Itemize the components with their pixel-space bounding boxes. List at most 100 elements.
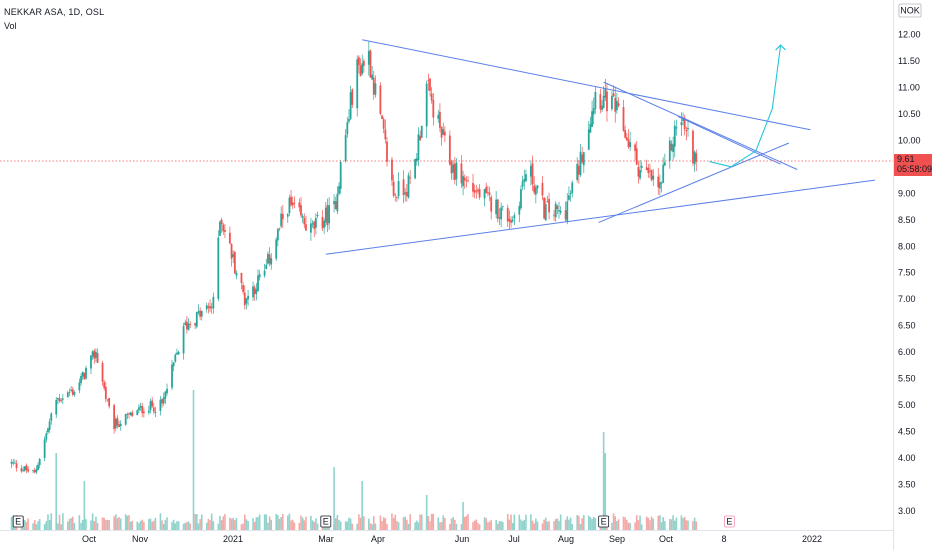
volume-bar xyxy=(356,523,359,530)
volume-bar xyxy=(139,520,142,530)
candle-body xyxy=(462,176,464,187)
volume-bar xyxy=(267,522,269,530)
candle-body xyxy=(131,412,134,417)
volume-bar xyxy=(680,515,683,530)
candle-body xyxy=(185,321,188,330)
candle-body xyxy=(242,285,245,292)
volume-bar xyxy=(106,519,109,530)
candle-body xyxy=(33,470,36,473)
volume-bar xyxy=(675,517,678,530)
candle-body xyxy=(559,210,562,213)
volume-spike xyxy=(333,467,335,530)
candle-body xyxy=(280,213,283,227)
last-price-label: 9.61 05:58:09 xyxy=(894,154,932,177)
volume-bar xyxy=(182,523,185,530)
candle-body xyxy=(15,463,18,469)
candle-body xyxy=(496,199,499,219)
candle-body xyxy=(32,470,34,472)
volume-bar xyxy=(487,522,489,530)
candle-body xyxy=(617,103,620,106)
volume-bar xyxy=(592,516,595,530)
volume-bar xyxy=(594,518,597,530)
candle-body xyxy=(176,352,178,355)
candle-body xyxy=(417,134,420,160)
candle-body xyxy=(553,214,555,216)
volume-bar xyxy=(439,522,441,530)
x-tick-label: Jun xyxy=(455,534,470,544)
volume-bar xyxy=(578,515,580,530)
volume-bar xyxy=(581,518,583,530)
candle-body xyxy=(568,195,570,200)
candle-body xyxy=(396,196,398,198)
candle-body xyxy=(420,125,423,138)
volume-bar xyxy=(449,523,451,530)
candle-body xyxy=(692,130,694,164)
candle-body xyxy=(392,181,395,196)
candle-body xyxy=(634,144,636,151)
volume-bar xyxy=(442,515,445,530)
candle-body xyxy=(233,252,236,274)
candle-body xyxy=(124,414,127,425)
volume-bar xyxy=(391,513,393,530)
candle-body xyxy=(414,158,417,179)
candle-body xyxy=(606,91,608,112)
candle-body xyxy=(682,118,684,121)
trendline xyxy=(603,81,798,170)
y-tick-label: 5.50 xyxy=(898,374,916,384)
volume-bar xyxy=(535,518,537,530)
candle-body xyxy=(668,140,671,161)
candle-body xyxy=(485,186,488,193)
volume-bar xyxy=(683,516,686,530)
candle-body xyxy=(222,224,225,232)
candle-body xyxy=(548,198,550,213)
candle-body xyxy=(209,306,211,309)
candle-body xyxy=(371,74,374,80)
candle-body xyxy=(467,180,469,182)
volume-bar xyxy=(172,519,175,530)
candle-body xyxy=(407,175,410,198)
candle-body xyxy=(437,114,440,119)
candle-body xyxy=(301,215,304,218)
candle-body xyxy=(379,85,382,115)
candle-body xyxy=(199,310,202,317)
candle-body xyxy=(450,161,453,174)
candle-body xyxy=(83,373,86,380)
volume-bar xyxy=(497,523,499,530)
candle-body xyxy=(612,93,615,97)
volume-bar xyxy=(205,522,208,530)
volume-bar xyxy=(200,514,203,530)
volume-bar xyxy=(242,523,244,530)
candle-body xyxy=(599,94,602,110)
candle-body xyxy=(425,83,428,127)
y-tick-label: 8.00 xyxy=(898,241,916,251)
volume-bar xyxy=(257,516,259,530)
candle-body xyxy=(334,201,337,210)
candle-body xyxy=(495,199,498,215)
volume-bar xyxy=(614,516,617,530)
candle-body xyxy=(207,306,210,308)
candle-body xyxy=(569,193,572,195)
candle-body xyxy=(106,399,109,401)
volume-bar xyxy=(194,513,196,530)
volume-bar xyxy=(510,514,512,530)
candle-body xyxy=(386,141,388,162)
volume-bar xyxy=(143,521,145,530)
volume-bar xyxy=(258,514,261,530)
volume-bar xyxy=(138,523,140,530)
candle-body xyxy=(159,399,162,412)
volume-bar xyxy=(247,520,249,530)
candle-body xyxy=(566,201,569,222)
volume-bar xyxy=(475,519,478,530)
volume-bar xyxy=(316,523,319,530)
volume-bar xyxy=(113,516,115,530)
candle-body xyxy=(611,95,613,109)
volume-bar xyxy=(154,517,157,530)
volume-spike xyxy=(83,481,86,530)
candle-body xyxy=(587,129,590,150)
volume-bar xyxy=(525,514,527,530)
volume-bar xyxy=(209,520,211,530)
volume-bar xyxy=(483,517,486,530)
candle-body xyxy=(657,176,660,188)
